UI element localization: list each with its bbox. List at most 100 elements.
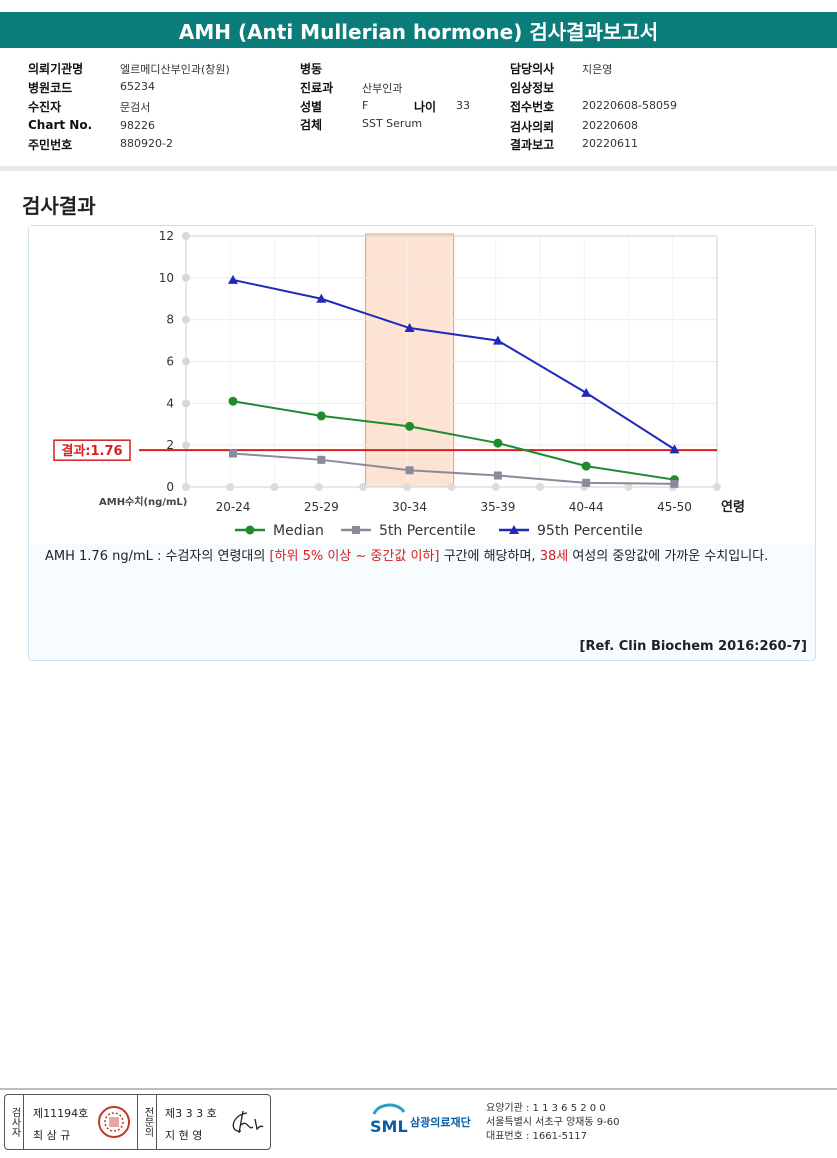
result-panel: 0 2 4 6 8 10 12 20-24 25-29 30-34 35-39 40-44 45-50 연…	[28, 225, 816, 661]
value-patient: 문검서	[120, 101, 151, 114]
org-address: 서울특별시 서초구 양재동 9-60	[486, 1117, 620, 1128]
label-department: 진료과	[300, 81, 334, 95]
x-tick-label: 35-39	[480, 500, 515, 514]
value-institution: 엘르메디산부인과(창원)	[120, 63, 230, 76]
divider	[0, 166, 837, 171]
x-tick-label: 45-50	[657, 500, 692, 514]
section-title: 검사결과	[22, 194, 96, 218]
series-point-1	[582, 478, 591, 487]
y-axis-label: AMH수치(ng/mL)	[99, 495, 187, 508]
label-clinical-info: 임상정보	[510, 81, 555, 95]
org-contact: 요양기관 : 1 1 3 6 5 2 0 0 서울특별시 서초구 양재동 9-6…	[486, 1102, 619, 1144]
y-tick-label: 0	[166, 480, 174, 494]
org-name: 삼광의료재단	[410, 1116, 471, 1129]
x-tick-label: 30-34	[392, 500, 427, 514]
x-tick-label: 40-44	[569, 500, 604, 514]
logo-text: SML	[370, 1117, 408, 1136]
y-tick-label: 8	[166, 313, 174, 327]
patient-info: 의뢰기관명 엘르메디산부인과(창원) 병원코드 65234 수진자 문검서 Ch…	[0, 56, 837, 167]
label-request-date: 검사의뢰	[510, 120, 555, 134]
x-axis-label: 연령	[721, 500, 745, 515]
stamp1-name: 최 삼 규	[33, 1129, 71, 1142]
stamp2-role-text: 전문의	[142, 1107, 153, 1137]
series-point-2	[492, 335, 503, 345]
x-tick-dot	[713, 483, 721, 491]
reference: [Ref. Clin Biochem 2016:260-7]	[579, 639, 807, 654]
x-tick-label: 20-24	[216, 500, 251, 514]
legend-marker-0	[245, 525, 255, 535]
series-point-0	[493, 438, 503, 448]
value-hospital-code: 65234	[120, 80, 155, 93]
desc-text-3: 여성의 중앙값에 가까운 수치입니다.	[568, 549, 769, 564]
series-line-0	[232, 400, 675, 481]
y-tick-dot	[182, 232, 190, 240]
value-receipt-no: 20220608-58059	[582, 99, 677, 112]
stamp2-role: 전문의	[137, 1095, 157, 1149]
legend-label-1: 5th Percentile	[379, 523, 476, 539]
result-description: AMH 1.76 ng/mL : 수검자의 연령대의 [하위 5% 이상 ~ 중…	[45, 546, 805, 568]
footer-divider	[0, 1088, 837, 1090]
x-tick-dot	[270, 483, 279, 491]
desc-text-2: 구간에 해당하며,	[439, 549, 540, 564]
x-tick-dot	[359, 483, 367, 491]
x-tick-dot	[403, 483, 412, 491]
x-tick-dot	[624, 483, 633, 491]
highlight-band	[365, 233, 455, 488]
label-chart-no: Chart No.	[28, 118, 93, 132]
y-tick-dot	[182, 441, 190, 450]
series-point-1	[317, 455, 326, 464]
amh-chart: 0 2 4 6 8 10 12 20-24 25-29 30-34 35-39 40-44 45-50 연…	[53, 229, 745, 539]
series-point-2	[581, 387, 592, 397]
stamp2-number: 제3 3 3 호	[165, 1107, 217, 1120]
value-request-date: 20220608	[582, 119, 638, 132]
series-point-2	[669, 444, 680, 454]
series-point-0	[405, 421, 415, 431]
series-line-1	[232, 452, 675, 485]
y-tick-label: 4	[166, 396, 174, 410]
legend-label-0: Median	[273, 523, 324, 539]
y-tick-dot	[182, 315, 190, 324]
series-point-2	[316, 293, 327, 303]
stamp1-role-text: 검사자	[9, 1107, 20, 1137]
x-tick-dot	[314, 483, 323, 491]
y-tick-label: 2	[166, 438, 174, 452]
legend-marker-2	[509, 525, 519, 534]
series-point-2	[228, 274, 238, 284]
series-point-1	[493, 471, 502, 480]
x-tick-label: 25-29	[304, 500, 339, 514]
series-point-1	[229, 449, 237, 458]
desc-age: 38세	[539, 549, 569, 564]
legend-marker-1	[352, 526, 360, 534]
x-tick-dot	[491, 483, 500, 491]
org-phone: 대표번호 : 1661-5117	[486, 1131, 588, 1142]
x-tick-dot	[182, 483, 190, 491]
value-specimen: SST Serum	[362, 117, 423, 130]
value-doctor: 지은영	[582, 63, 613, 76]
org-code: 요양기관 : 1 1 3 6 5 2 0 0	[486, 1103, 606, 1114]
x-tick-dot	[447, 483, 456, 491]
series-point-0	[228, 396, 238, 406]
y-tick-label: 12	[159, 229, 174, 243]
label-age: 나이	[414, 100, 437, 114]
series-point-0	[581, 461, 591, 471]
label-hospital-code: 병원코드	[28, 81, 73, 95]
y-tick-label: 10	[159, 271, 174, 285]
legend-label-2: 95th Percentile	[537, 523, 643, 539]
result-badge	[53, 439, 131, 461]
value-resident-no: 880920-2	[120, 137, 173, 150]
series-point-0	[316, 411, 326, 421]
signature-box: 검사자 제11194호 최 삼 규 전문의 제3 3 3 호 지 현 영	[4, 1094, 271, 1150]
label-doctor: 담당의사	[510, 62, 555, 76]
label-resident-no: 주민번호	[28, 138, 73, 152]
x-tick-dot	[536, 483, 544, 491]
label-institution: 의뢰기관명	[28, 62, 84, 76]
value-sex: F	[362, 99, 369, 112]
y-tick-dot	[182, 399, 190, 408]
value-report-date: 20220611	[582, 137, 638, 150]
stamp2-name: 지 현 영	[165, 1129, 203, 1142]
label-specimen: 검체	[300, 118, 323, 132]
desc-range: [하위 5% 이상 ~ 중간값 이하]	[269, 549, 440, 564]
sml-logo-icon: SML	[370, 1103, 408, 1136]
series-point-1	[405, 466, 414, 475]
series-point-2	[404, 323, 415, 333]
